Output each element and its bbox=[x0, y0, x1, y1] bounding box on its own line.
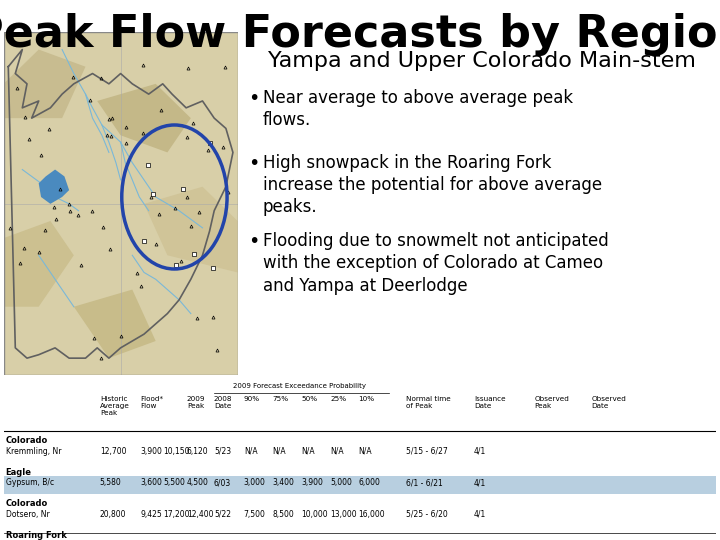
Text: 7,500: 7,500 bbox=[244, 510, 266, 519]
Text: 12,400: 12,400 bbox=[186, 510, 213, 519]
Bar bbox=[4, 508, 716, 525]
Text: 5/23: 5/23 bbox=[214, 447, 231, 456]
Text: N/A: N/A bbox=[272, 447, 286, 456]
Text: 10,000: 10,000 bbox=[302, 510, 328, 519]
Polygon shape bbox=[73, 289, 156, 358]
Text: Near average to above average peak
flows.: Near average to above average peak flows… bbox=[263, 89, 573, 129]
Text: 13,000: 13,000 bbox=[330, 510, 356, 519]
Text: •: • bbox=[248, 154, 260, 173]
Polygon shape bbox=[4, 221, 73, 307]
Text: 3,400: 3,400 bbox=[272, 478, 294, 488]
Text: N/A: N/A bbox=[359, 447, 372, 456]
Text: Dotsero, Nr: Dotsero, Nr bbox=[6, 510, 50, 519]
Text: Colorado: Colorado bbox=[6, 436, 48, 445]
Text: Gypsum, B/c: Gypsum, B/c bbox=[6, 478, 54, 488]
Text: 25%: 25% bbox=[330, 396, 346, 402]
Text: 8,500: 8,500 bbox=[272, 510, 294, 519]
Bar bbox=[4, 539, 716, 540]
Text: N/A: N/A bbox=[244, 447, 258, 456]
Bar bbox=[4, 444, 716, 462]
Text: 10%: 10% bbox=[359, 396, 374, 402]
Text: 4/1: 4/1 bbox=[474, 478, 486, 488]
Text: 50%: 50% bbox=[302, 396, 318, 402]
Text: Issuance
Date: Issuance Date bbox=[474, 396, 505, 409]
Text: 5/25 - 6/20: 5/25 - 6/20 bbox=[406, 510, 448, 519]
Text: Observed
Date: Observed Date bbox=[592, 396, 626, 409]
Text: 3,000: 3,000 bbox=[244, 478, 266, 488]
Text: Flooding due to snowmelt not anticipated
with the exception of Colorado at Cameo: Flooding due to snowmelt not anticipated… bbox=[263, 232, 608, 295]
Text: Peak Flow Forecasts by Region: Peak Flow Forecasts by Region bbox=[0, 14, 720, 57]
Text: Observed
Peak: Observed Peak bbox=[535, 396, 570, 409]
Text: 20,800: 20,800 bbox=[100, 510, 126, 519]
Polygon shape bbox=[144, 187, 238, 272]
Text: 6/03: 6/03 bbox=[214, 478, 231, 488]
Text: 10,150: 10,150 bbox=[163, 447, 190, 456]
Text: N/A: N/A bbox=[330, 447, 343, 456]
Text: Yampa and Upper Colorado Main-stem: Yampa and Upper Colorado Main-stem bbox=[269, 51, 696, 71]
Text: 4/1: 4/1 bbox=[474, 510, 486, 519]
Text: 6,120: 6,120 bbox=[186, 447, 208, 456]
Text: 5,500: 5,500 bbox=[163, 478, 185, 488]
Text: Flood*
Flow: Flood* Flow bbox=[140, 396, 163, 409]
Text: High snowpack in the Roaring Fork
increase the potential for above average
peaks: High snowpack in the Roaring Fork increa… bbox=[263, 154, 602, 217]
Text: 5,580: 5,580 bbox=[100, 478, 122, 488]
Text: 4/1: 4/1 bbox=[474, 447, 486, 456]
Text: 90%: 90% bbox=[244, 396, 260, 402]
Text: Historic
Average
Peak: Historic Average Peak bbox=[100, 396, 130, 416]
Text: 2008
Date: 2008 Date bbox=[214, 396, 233, 409]
Text: 75%: 75% bbox=[272, 396, 289, 402]
Text: 3,600: 3,600 bbox=[140, 478, 162, 488]
Polygon shape bbox=[39, 170, 69, 204]
Text: 5,000: 5,000 bbox=[330, 478, 352, 488]
Text: 6/1 - 6/21: 6/1 - 6/21 bbox=[406, 478, 443, 488]
Text: 3,900: 3,900 bbox=[140, 447, 162, 456]
Text: Eagle: Eagle bbox=[6, 468, 32, 477]
Text: 2009
Peak: 2009 Peak bbox=[186, 396, 205, 409]
Text: •: • bbox=[248, 89, 260, 108]
Text: Colorado: Colorado bbox=[6, 499, 48, 508]
Polygon shape bbox=[97, 84, 191, 152]
Text: 6,000: 6,000 bbox=[359, 478, 380, 488]
Text: 9,425: 9,425 bbox=[140, 510, 162, 519]
Text: 2009 Forecast Exceedance Probability: 2009 Forecast Exceedance Probability bbox=[233, 383, 366, 389]
Text: 5/15 - 6/27: 5/15 - 6/27 bbox=[406, 447, 448, 456]
Text: •: • bbox=[248, 232, 260, 251]
Text: Kremmling, Nr: Kremmling, Nr bbox=[6, 447, 61, 456]
Text: Roaring Fork: Roaring Fork bbox=[6, 531, 67, 540]
Text: N/A: N/A bbox=[302, 447, 315, 456]
Text: 3,900: 3,900 bbox=[302, 478, 323, 488]
Text: 16,000: 16,000 bbox=[359, 510, 385, 519]
Text: Normal time
of Peak: Normal time of Peak bbox=[406, 396, 451, 409]
Bar bbox=[4, 476, 716, 494]
Text: 4,500: 4,500 bbox=[186, 478, 209, 488]
Text: 17,200: 17,200 bbox=[163, 510, 190, 519]
Text: 5/22: 5/22 bbox=[214, 510, 231, 519]
Polygon shape bbox=[4, 50, 86, 118]
Text: 12,700: 12,700 bbox=[100, 447, 126, 456]
